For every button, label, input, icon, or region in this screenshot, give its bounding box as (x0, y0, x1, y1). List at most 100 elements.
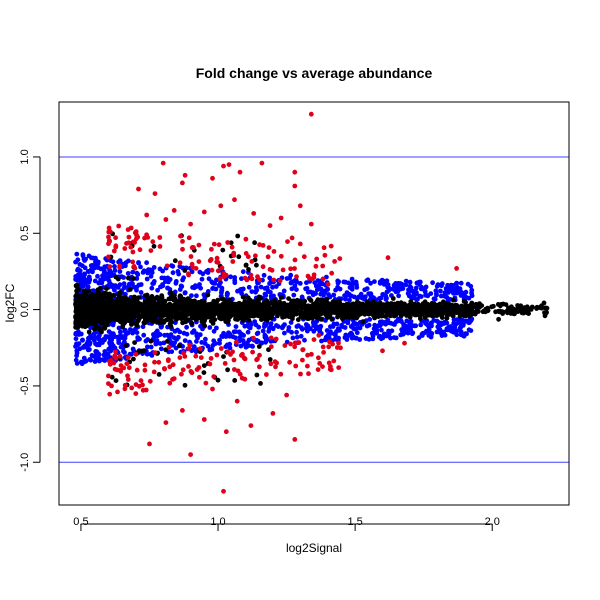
data-point-black (448, 306, 454, 312)
data-point-red (296, 340, 302, 345)
data-point-black (246, 267, 251, 272)
data-point-black (266, 307, 272, 312)
data-point-red (234, 398, 240, 404)
data-point-red (203, 380, 209, 386)
data-point-red (156, 359, 162, 365)
data-point-red (237, 169, 243, 175)
data-point-blue (79, 361, 85, 367)
data-point-blue (220, 334, 226, 339)
data-point-blue (129, 351, 134, 357)
data-point-red (320, 263, 326, 269)
data-point-black (333, 306, 338, 311)
data-point-blue (94, 342, 100, 348)
data-point-red (130, 259, 136, 265)
data-point-black (270, 299, 276, 304)
data-point-red (186, 235, 192, 241)
data-point-black (468, 302, 474, 308)
data-point-black (117, 290, 123, 295)
data-point-black (233, 310, 239, 316)
data-point-blue (73, 277, 78, 282)
data-point-blue (291, 292, 297, 298)
data-point-black (442, 310, 448, 315)
data-point-blue (308, 326, 313, 332)
data-point-black (233, 316, 238, 322)
data-point-blue (342, 325, 348, 330)
data-point-black (449, 312, 455, 317)
data-point-blue (194, 333, 200, 339)
data-point-red (311, 272, 317, 278)
data-point-blue (140, 324, 146, 330)
data-point-blue (356, 294, 362, 300)
data-point-black (151, 315, 156, 321)
data-point-blue (288, 280, 294, 286)
data-point-red (328, 243, 334, 249)
data-point-red (242, 376, 248, 382)
data-point-blue (423, 284, 429, 290)
data-point-blue (87, 347, 92, 352)
data-point-black (518, 303, 524, 309)
data-point-red (188, 221, 194, 227)
data-point-red (288, 266, 293, 272)
data-point-blue (303, 286, 308, 292)
data-point-blue (343, 296, 348, 302)
data-point-red (297, 241, 303, 247)
data-point-black (205, 292, 211, 298)
data-point-blue (454, 285, 460, 291)
data-point-blue (238, 287, 243, 292)
data-point-red (215, 260, 221, 265)
data-point-blue (144, 351, 150, 357)
data-point-black (210, 321, 216, 326)
data-point-black (157, 320, 163, 325)
data-point-black (194, 310, 200, 316)
data-point-black (113, 378, 119, 383)
x-axis-label: log2Signal (286, 541, 342, 555)
data-point-black (266, 310, 272, 316)
data-point-black (428, 303, 434, 309)
data-point-red (336, 340, 341, 346)
data-point-black (342, 310, 348, 316)
data-point-red (144, 232, 150, 238)
data-point-black (123, 306, 129, 312)
data-point-blue (254, 331, 260, 337)
data-point-black (137, 348, 143, 354)
data-point-red (285, 239, 290, 245)
data-point-red (128, 225, 134, 231)
data-point-blue (441, 321, 447, 326)
data-point-blue (74, 251, 80, 257)
data-point-black (202, 301, 207, 307)
data-point-black (237, 315, 242, 320)
data-point-blue (354, 282, 359, 288)
data-point-blue (201, 292, 207, 298)
data-point-blue (116, 337, 121, 343)
data-point-blue (461, 295, 467, 301)
data-point-blue (454, 290, 460, 296)
data-point-blue (97, 358, 102, 364)
data-point-black (438, 312, 443, 318)
data-point-red (187, 342, 193, 348)
data-point-blue (384, 289, 390, 295)
data-point-blue (112, 268, 118, 273)
data-point-blue (241, 341, 247, 347)
data-point-blue (466, 327, 472, 333)
data-point-red (142, 362, 148, 368)
data-point-black (541, 300, 547, 306)
data-point-black (241, 314, 247, 320)
data-point-red (166, 344, 172, 350)
data-point-red (284, 392, 289, 398)
data-point-blue (86, 274, 92, 280)
data-point-black (95, 310, 101, 315)
data-point-black (119, 295, 125, 300)
data-point-black (143, 303, 148, 309)
data-point-blue (227, 333, 233, 339)
data-point-black (252, 240, 257, 246)
data-point-red (316, 332, 322, 338)
data-point-black (166, 296, 172, 302)
data-point-blue (443, 286, 449, 291)
data-point-black (226, 305, 232, 311)
data-point-black (489, 304, 494, 310)
data-point-black (86, 306, 92, 311)
data-point-blue (352, 326, 358, 332)
data-point-red (180, 180, 185, 186)
data-point-black (148, 338, 154, 344)
data-point-blue (318, 323, 324, 329)
